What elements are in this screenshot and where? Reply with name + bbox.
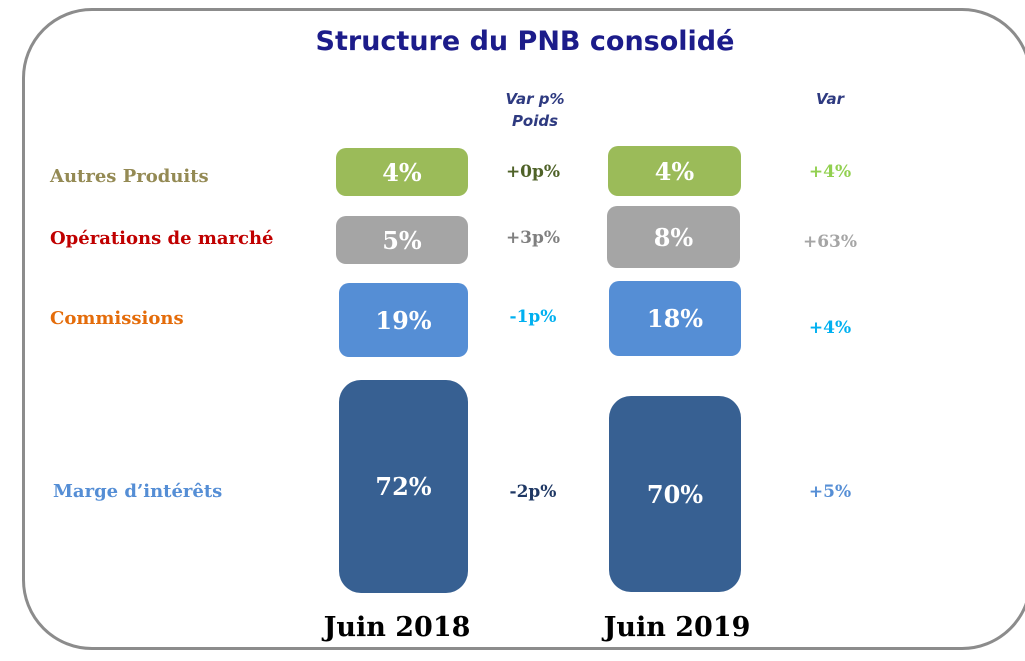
year-label: Juin 2019 [603,612,751,643]
var: +4% [808,318,852,338]
title: Structure du PNB consolidé [315,26,735,57]
var: +5% [808,482,852,502]
header-var-p: Var p% [505,90,565,108]
row-label: Opérations de marché [50,228,274,249]
box-2018: 5% [336,216,468,264]
var-p: +3p% [505,228,561,248]
frame [22,8,1025,650]
var-p: -2p% [509,482,557,502]
var: +4% [808,162,852,182]
header-var: Var [816,90,844,108]
row-label: Commissions [50,308,184,329]
box-2019: 8% [607,206,740,268]
year-label: Juin 2018 [323,612,471,643]
box-2019: 70% [609,396,741,592]
var: +63% [802,232,858,252]
var-p: +0p% [505,162,561,182]
row-label: Marge d’intérêts [53,481,223,502]
var-p: -1p% [509,307,557,327]
box-2019: 18% [609,281,741,356]
header-poids: Poids [511,112,559,130]
box-2018: 72% [339,380,468,593]
row-label: Autres Produits [50,166,209,187]
box-2018: 19% [339,283,468,357]
box-2018: 4% [336,148,468,196]
box-2019: 4% [608,146,741,196]
